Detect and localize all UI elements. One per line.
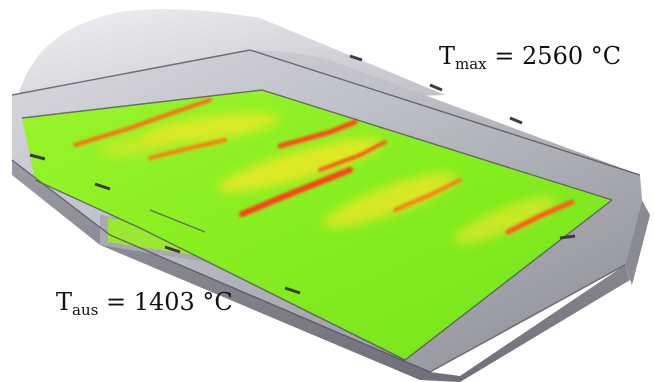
taus-subscript: aus [72, 301, 99, 319]
tmax-symbol: T [439, 42, 456, 70]
furnace-right-wall [625, 200, 650, 285]
furnace-edges [11, 49, 641, 373]
tmax-subscript: max [455, 55, 487, 73]
melt-surface [22, 90, 612, 360]
warm-zones [100, 112, 557, 244]
outlet-temperature-label: Taus = 1403 °C [56, 290, 233, 318]
furnace-front-wall [12, 160, 630, 382]
max-temperature-label: Tmax = 2560 °C [439, 44, 621, 72]
taus-symbol: T [56, 288, 73, 316]
taus-value: = 1403 °C [105, 288, 233, 316]
tmax-value: = 2560 °C [494, 42, 622, 70]
hot-streaks [73, 98, 575, 235]
burner-ports [29, 54, 576, 295]
